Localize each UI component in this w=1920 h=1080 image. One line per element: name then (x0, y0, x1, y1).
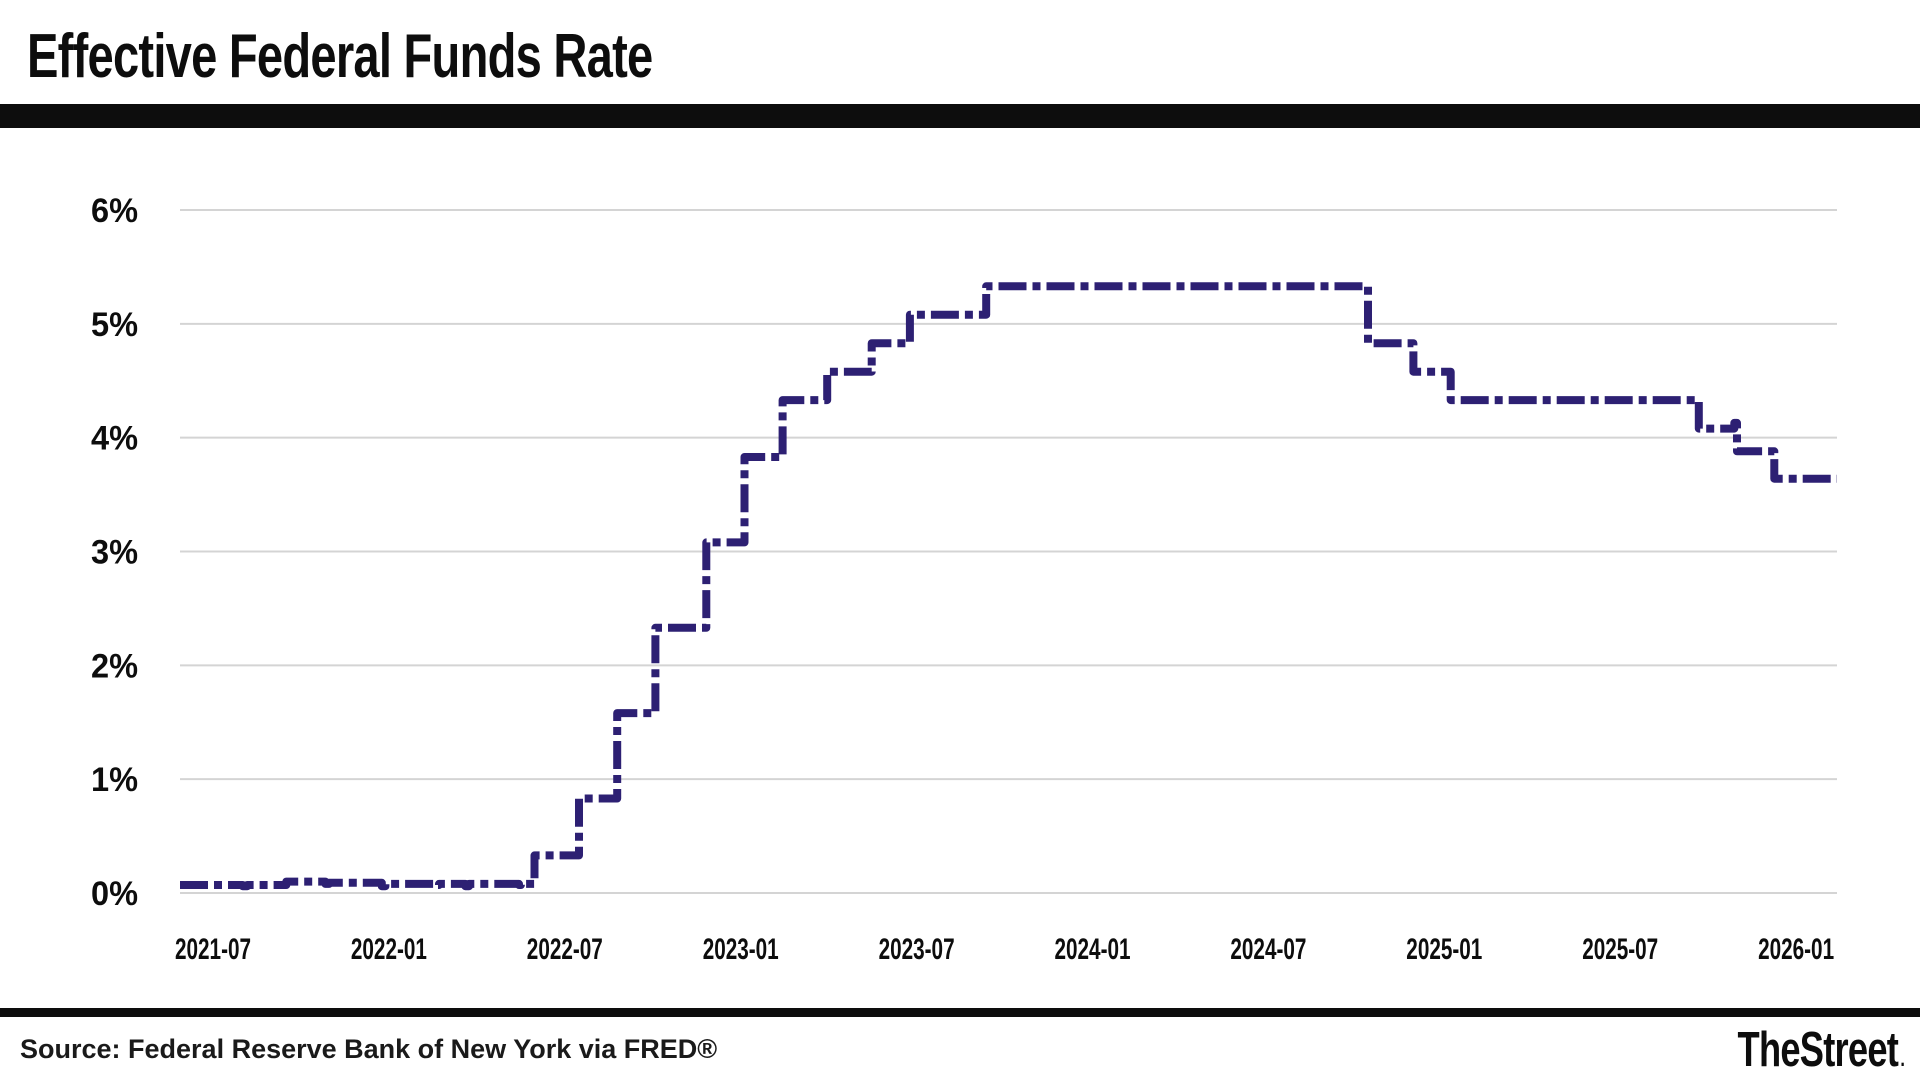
y-axis-label-6%: 6% (91, 192, 138, 230)
y-axis-label-3%: 3% (91, 534, 138, 572)
x-axis-label-2024-01: 2024-01 (1055, 933, 1131, 966)
source-attribution: Source: Federal Reserve Bank of New York… (20, 1034, 718, 1064)
y-axis-label-5%: 5% (91, 306, 138, 344)
footer-divider-bar (0, 1008, 1920, 1017)
x-axis-label-2023-07: 2023-07 (879, 933, 955, 966)
x-axis-label-2022-01: 2022-01 (351, 933, 427, 966)
thestreet-logo-text: TheStreet (1737, 1023, 1898, 1077)
thestreet-logo: TheStreet. (1737, 1022, 1904, 1078)
x-axis-label-2024-07: 2024-07 (1230, 933, 1306, 966)
x-axis-label-2025-07: 2025-07 (1582, 933, 1658, 966)
x-axis-label-2025-01: 2025-01 (1406, 933, 1482, 966)
y-axis-label-2%: 2% (91, 647, 138, 685)
effective-federal-funds-rate-line (180, 282, 1837, 891)
x-axis-label-2023-01: 2023-01 (703, 933, 779, 966)
x-axis-label-2021-07: 2021-07 (175, 933, 251, 966)
chart-title: Effective Federal Funds Rate (27, 22, 653, 91)
thestreet-logo-period: . (1900, 1046, 1905, 1071)
y-axis-label-1%: 1% (91, 761, 138, 799)
header-divider-bar (0, 104, 1920, 128)
y-axis-label-0%: 0% (91, 875, 138, 913)
x-axis-label-2026-01: 2026-01 (1758, 933, 1834, 966)
y-axis-label-4%: 4% (91, 420, 138, 458)
x-axis-label-2022-07: 2022-07 (527, 933, 603, 966)
